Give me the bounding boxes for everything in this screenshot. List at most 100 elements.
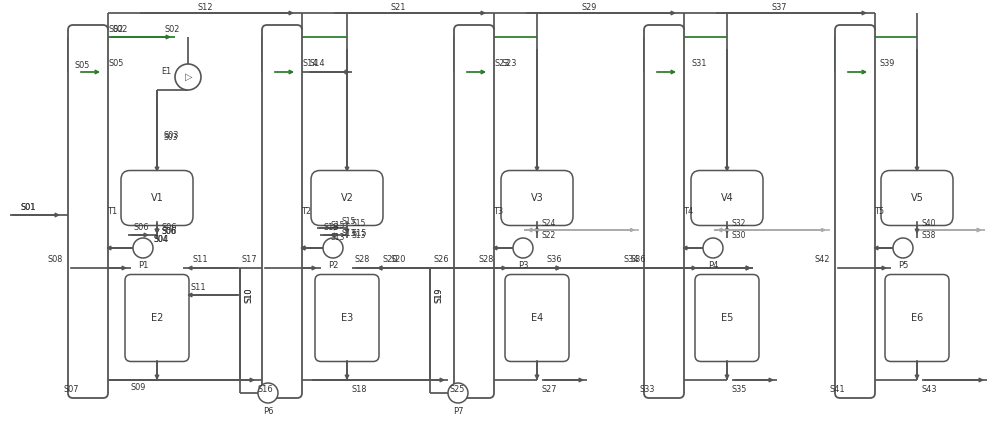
Text: S15: S15 [352, 230, 368, 239]
Text: S18: S18 [352, 385, 368, 395]
Text: P6: P6 [263, 407, 273, 415]
Text: V5: V5 [911, 193, 923, 203]
Text: S12: S12 [197, 3, 213, 11]
Circle shape [448, 383, 468, 403]
Text: P4: P4 [708, 261, 718, 270]
Text: S22: S22 [542, 231, 556, 239]
Text: S03: S03 [163, 132, 178, 142]
FancyBboxPatch shape [311, 170, 383, 225]
Text: S35: S35 [732, 385, 747, 395]
Text: S09: S09 [130, 384, 146, 393]
Text: S28: S28 [354, 255, 370, 264]
Text: S05: S05 [74, 60, 90, 69]
Text: S32: S32 [732, 219, 746, 228]
FancyBboxPatch shape [501, 170, 573, 225]
Text: S16: S16 [257, 385, 273, 395]
Text: S23: S23 [501, 60, 517, 69]
FancyBboxPatch shape [695, 275, 759, 362]
Text: S19: S19 [435, 288, 444, 302]
Text: E1: E1 [161, 68, 171, 77]
FancyBboxPatch shape [881, 170, 953, 225]
Text: S01: S01 [20, 203, 36, 212]
Text: S13: S13 [331, 233, 345, 242]
Text: S36: S36 [546, 255, 562, 264]
Circle shape [323, 238, 343, 258]
Text: S36: S36 [630, 255, 646, 264]
Text: S21: S21 [390, 3, 406, 11]
Text: S03: S03 [163, 131, 178, 140]
Text: P7: P7 [453, 407, 463, 415]
Text: S30: S30 [732, 231, 746, 239]
Text: V4: V4 [721, 193, 733, 203]
Text: S43: S43 [922, 385, 938, 395]
Text: S41: S41 [830, 385, 846, 395]
Text: S07: S07 [63, 385, 78, 395]
Text: S38: S38 [922, 231, 936, 239]
Text: S06: S06 [133, 223, 148, 233]
Circle shape [175, 64, 201, 90]
Text: S15: S15 [341, 217, 355, 226]
Text: T1: T1 [108, 208, 118, 217]
FancyBboxPatch shape [835, 25, 875, 398]
Text: S08: S08 [48, 255, 63, 264]
Text: S10: S10 [245, 288, 254, 302]
Text: S29: S29 [581, 3, 597, 11]
Text: S13: S13 [324, 222, 340, 231]
Text: S37: S37 [772, 3, 787, 11]
FancyBboxPatch shape [644, 25, 684, 398]
Text: V2: V2 [341, 193, 353, 203]
Text: S01: S01 [20, 203, 36, 212]
Text: T5: T5 [875, 208, 885, 217]
Text: S24: S24 [542, 219, 556, 228]
Text: S23: S23 [494, 60, 510, 69]
Circle shape [893, 238, 913, 258]
Text: S28: S28 [478, 255, 494, 264]
Text: P1: P1 [138, 261, 148, 270]
Text: S20: S20 [382, 255, 398, 264]
Text: S15: S15 [331, 222, 345, 231]
Text: S14: S14 [309, 60, 325, 69]
FancyBboxPatch shape [454, 25, 494, 398]
Text: S02: S02 [109, 25, 124, 35]
FancyBboxPatch shape [121, 170, 193, 225]
FancyBboxPatch shape [691, 170, 763, 225]
FancyBboxPatch shape [262, 25, 302, 398]
FancyBboxPatch shape [885, 275, 949, 362]
Text: S17: S17 [242, 255, 257, 264]
Text: T3: T3 [494, 208, 504, 217]
Text: S13: S13 [341, 230, 355, 239]
Text: S40: S40 [922, 219, 936, 228]
Text: S31: S31 [691, 60, 707, 69]
FancyBboxPatch shape [68, 25, 108, 398]
Text: P2: P2 [328, 261, 338, 270]
Text: S19: S19 [435, 287, 444, 303]
FancyBboxPatch shape [505, 275, 569, 362]
Text: S25: S25 [449, 385, 464, 395]
FancyBboxPatch shape [125, 275, 189, 362]
Text: S06: S06 [162, 222, 178, 231]
Text: ▷: ▷ [185, 72, 193, 82]
Text: S11: S11 [192, 255, 208, 264]
Text: S42: S42 [814, 255, 830, 264]
Text: S20: S20 [391, 255, 406, 264]
Text: S33: S33 [639, 385, 654, 395]
Text: S27: S27 [542, 385, 557, 395]
Text: E6: E6 [911, 313, 923, 323]
Text: S06: S06 [162, 228, 178, 236]
Text: S39: S39 [879, 60, 895, 69]
Text: T2: T2 [302, 208, 312, 217]
Text: P3: P3 [518, 261, 528, 270]
Text: E5: E5 [721, 313, 733, 323]
Text: S04: S04 [154, 236, 168, 244]
Text: S15: S15 [352, 219, 366, 228]
Text: S02: S02 [112, 25, 128, 35]
Text: E4: E4 [531, 313, 543, 323]
Text: S02: S02 [164, 25, 180, 35]
Circle shape [513, 238, 533, 258]
Text: V3: V3 [531, 193, 543, 203]
Circle shape [258, 383, 278, 403]
Text: S04: S04 [153, 236, 169, 244]
Text: P5: P5 [898, 261, 908, 270]
Text: S13: S13 [352, 231, 366, 239]
Text: S14: S14 [302, 60, 318, 69]
